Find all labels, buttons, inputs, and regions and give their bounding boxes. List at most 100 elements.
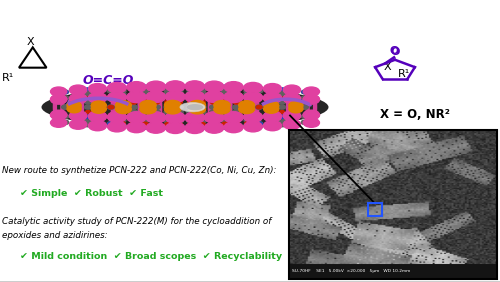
Circle shape: [130, 118, 138, 123]
Circle shape: [130, 124, 138, 128]
Circle shape: [256, 122, 262, 125]
Circle shape: [244, 124, 252, 128]
Circle shape: [302, 90, 308, 94]
Circle shape: [84, 92, 91, 96]
Circle shape: [50, 110, 67, 120]
Circle shape: [256, 96, 263, 100]
Circle shape: [127, 112, 146, 123]
Circle shape: [146, 91, 166, 102]
Circle shape: [176, 124, 183, 129]
Circle shape: [198, 91, 206, 96]
Text: R¹: R¹: [398, 69, 410, 80]
Circle shape: [164, 85, 172, 90]
Circle shape: [256, 124, 263, 128]
Circle shape: [96, 96, 102, 100]
Circle shape: [164, 100, 181, 110]
Circle shape: [210, 105, 218, 109]
Text: ✔ Simple  ✔ Robust  ✔ Fast: ✔ Simple ✔ Robust ✔ Fast: [20, 189, 163, 198]
Circle shape: [188, 96, 194, 99]
Circle shape: [166, 112, 185, 123]
Circle shape: [224, 92, 243, 102]
Circle shape: [176, 91, 183, 96]
Circle shape: [278, 123, 285, 127]
Circle shape: [108, 86, 114, 90]
Circle shape: [127, 112, 146, 123]
Circle shape: [84, 123, 91, 127]
Circle shape: [62, 90, 68, 94]
Circle shape: [176, 85, 183, 90]
Circle shape: [189, 100, 206, 110]
Circle shape: [244, 112, 262, 122]
Circle shape: [166, 91, 185, 102]
Ellipse shape: [186, 104, 204, 110]
Circle shape: [303, 87, 320, 96]
Circle shape: [279, 111, 285, 114]
Circle shape: [222, 101, 228, 104]
Circle shape: [165, 122, 171, 126]
Circle shape: [244, 92, 262, 103]
Circle shape: [62, 120, 68, 124]
Circle shape: [118, 92, 126, 96]
Circle shape: [164, 119, 172, 123]
Circle shape: [204, 112, 224, 123]
Circle shape: [74, 89, 80, 92]
Circle shape: [141, 114, 149, 119]
Circle shape: [152, 86, 160, 90]
Circle shape: [73, 92, 80, 96]
Circle shape: [264, 93, 281, 103]
Circle shape: [62, 96, 68, 100]
Circle shape: [302, 120, 308, 124]
Circle shape: [187, 115, 194, 119]
Circle shape: [85, 96, 91, 99]
Circle shape: [165, 100, 171, 104]
Circle shape: [224, 92, 243, 102]
Circle shape: [284, 85, 300, 95]
Circle shape: [88, 121, 106, 131]
Circle shape: [244, 118, 252, 122]
Circle shape: [278, 89, 285, 93]
Circle shape: [264, 101, 279, 110]
Circle shape: [232, 92, 240, 96]
Circle shape: [264, 111, 281, 122]
Circle shape: [130, 85, 137, 89]
Circle shape: [50, 87, 67, 96]
Circle shape: [108, 105, 114, 109]
Circle shape: [290, 115, 296, 118]
Text: New route to synthetize PCN-222 and PCN-222(Co, Ni, Cu, Zn):: New route to synthetize PCN-222 and PCN-…: [2, 166, 277, 175]
Circle shape: [152, 119, 160, 123]
Circle shape: [50, 110, 67, 120]
Circle shape: [267, 121, 274, 125]
Circle shape: [210, 85, 217, 89]
Circle shape: [234, 122, 239, 125]
Circle shape: [244, 112, 262, 122]
Circle shape: [267, 96, 274, 100]
Text: R¹: R¹: [2, 73, 14, 83]
Circle shape: [210, 124, 218, 129]
Circle shape: [256, 105, 263, 109]
Text: Catalytic activity study of PCN-222(M) for the cycloaddition of: Catalytic activity study of PCN-222(M) f…: [2, 217, 272, 226]
Circle shape: [141, 110, 149, 114]
Circle shape: [73, 100, 80, 104]
Circle shape: [279, 88, 285, 91]
Circle shape: [204, 122, 224, 133]
Circle shape: [256, 122, 263, 126]
Circle shape: [256, 96, 262, 99]
Circle shape: [74, 96, 80, 100]
Circle shape: [221, 86, 229, 90]
Circle shape: [233, 85, 239, 89]
Circle shape: [153, 126, 160, 129]
Circle shape: [290, 100, 297, 104]
Circle shape: [303, 110, 320, 120]
Circle shape: [214, 105, 230, 114]
Circle shape: [73, 105, 80, 109]
Circle shape: [152, 91, 160, 96]
Circle shape: [289, 102, 303, 109]
Circle shape: [50, 95, 67, 104]
Circle shape: [264, 83, 281, 94]
Circle shape: [188, 123, 194, 126]
Circle shape: [165, 96, 171, 99]
Circle shape: [204, 112, 224, 123]
Circle shape: [130, 122, 136, 125]
Circle shape: [154, 96, 160, 99]
Circle shape: [244, 92, 262, 103]
